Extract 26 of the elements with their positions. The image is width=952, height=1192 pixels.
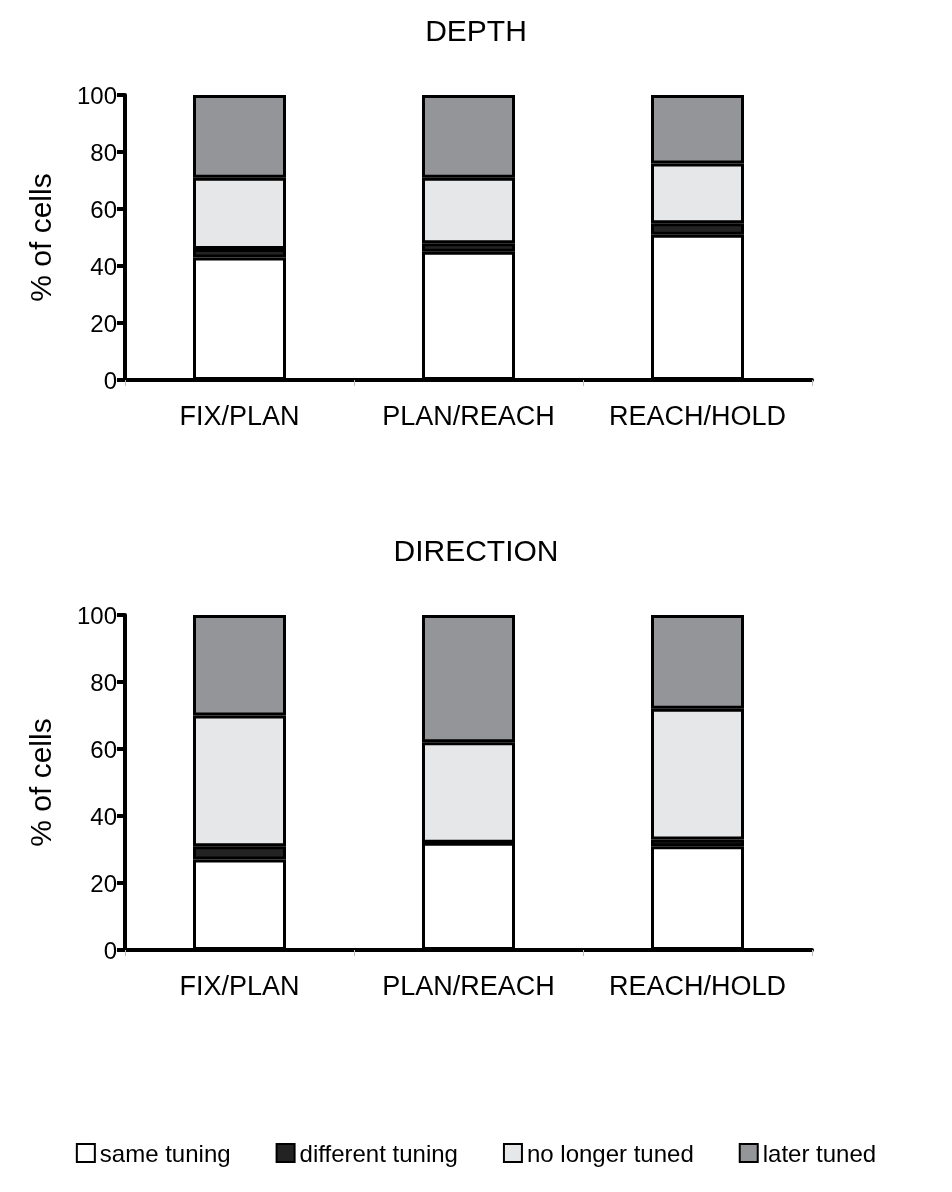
y-axis-title: % of cells (23, 718, 57, 847)
y-tick-label: 60 (90, 195, 117, 223)
y-tick-label: 40 (90, 802, 117, 830)
y-tick-label: 80 (90, 668, 117, 696)
y-tick-label: 40 (90, 252, 117, 280)
legend-label: no longer tuned (526, 1139, 694, 1167)
legend-label: later tuned (762, 1139, 877, 1167)
y-tick-label: 60 (90, 735, 117, 763)
y-tick-label: 0 (103, 366, 117, 394)
y-tick-label: 100 (76, 81, 117, 109)
x-tick-label: FIX/PLAN (179, 970, 300, 1001)
x-tick-label: FIX/PLAN (179, 400, 300, 431)
x-tick-label: REACH/HOLD (608, 400, 787, 431)
chart-title: DEPTH (425, 13, 527, 47)
y-tick-label: 80 (90, 138, 117, 166)
x-tick-label: PLAN/REACH (382, 970, 555, 1001)
legend-label: same tuning (99, 1139, 231, 1167)
legend-label: different tuning (299, 1139, 458, 1167)
x-tick-label: REACH/HOLD (608, 970, 787, 1001)
y-axis-title: % of cells (23, 173, 57, 302)
y-tick-label: 100 (76, 601, 117, 629)
x-tick-label: PLAN/REACH (382, 400, 555, 431)
y-tick-label: 20 (90, 309, 117, 337)
y-tick-label: 20 (90, 869, 117, 897)
chart-title: DIRECTION (393, 533, 559, 567)
y-tick-label: 0 (103, 936, 117, 964)
